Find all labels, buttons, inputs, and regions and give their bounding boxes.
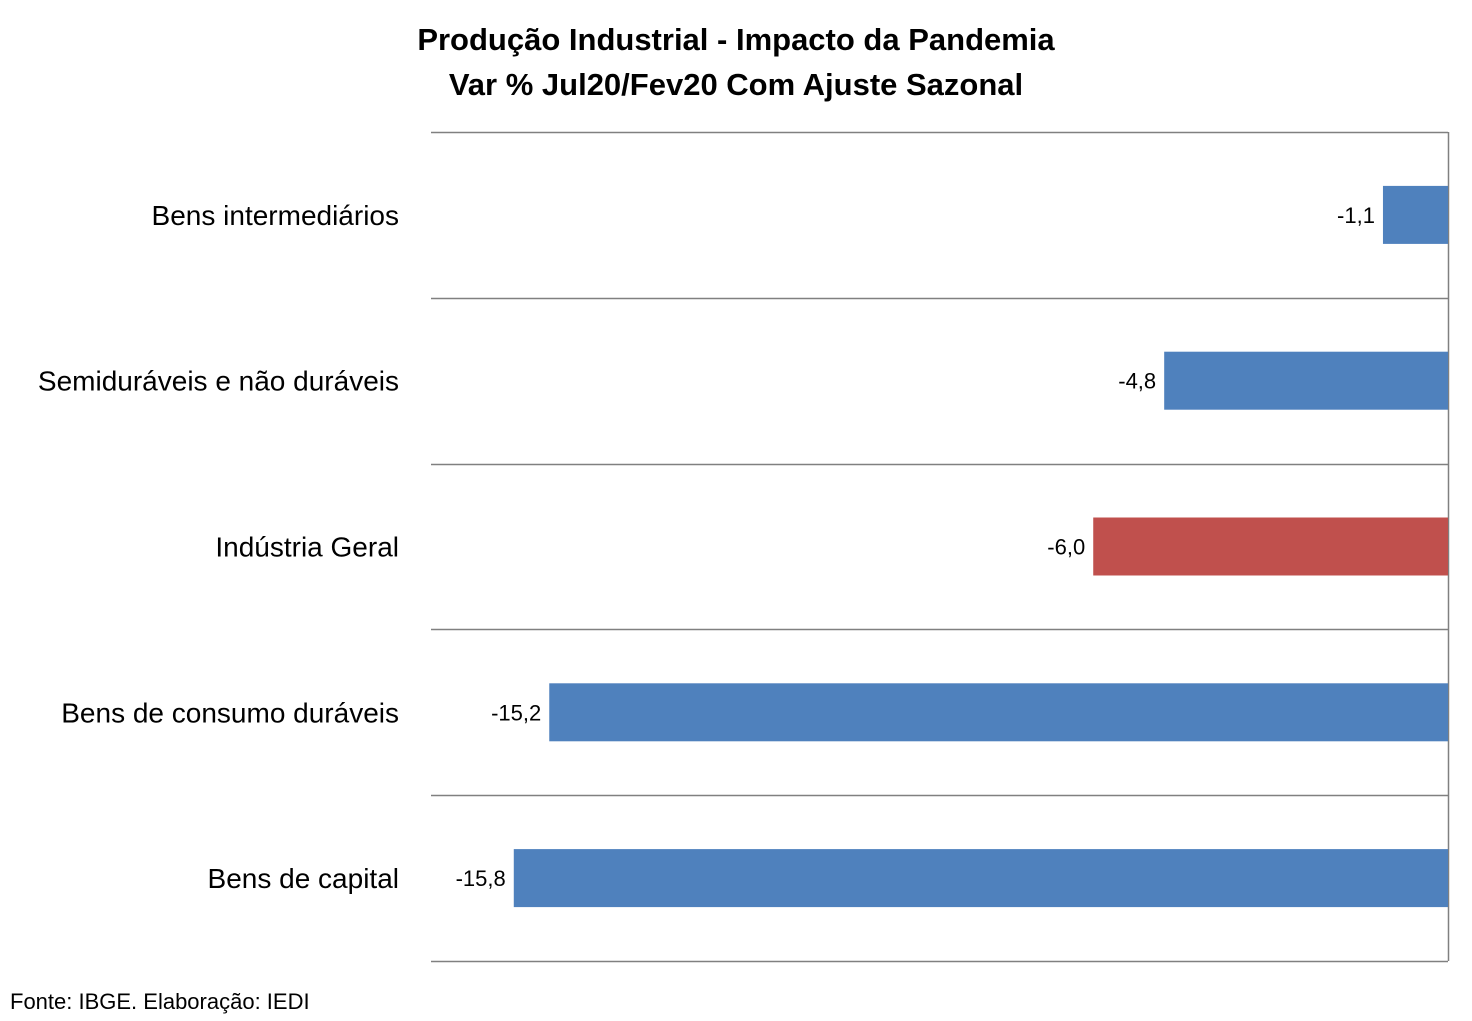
category-label: Bens de consumo duráveis (61, 697, 399, 728)
data-label: -15,8 (456, 866, 506, 891)
category-label: Indústria Geral (215, 532, 399, 563)
data-label: -4,8 (1118, 369, 1156, 394)
bar (549, 683, 1448, 742)
bar (1164, 351, 1448, 410)
chart-title: Produção Industrial - Impacto da Pandemi… (417, 22, 1055, 57)
data-label: -15,2 (491, 700, 541, 725)
data-label: -1,1 (1337, 203, 1375, 228)
bar (513, 849, 1448, 908)
category-label: Semiduráveis e não duráveis (38, 366, 399, 397)
chart-subtitle: Var % Jul20/Fev20 Com Ajuste Sazonal (448, 67, 1024, 102)
data-label: -6,0 (1047, 535, 1085, 560)
source-note: Fonte: IBGE. Elaboração: IEDI (10, 989, 310, 1014)
bar (1382, 185, 1448, 244)
category-label: Bens de capital (208, 863, 399, 894)
category-label: Bens intermediários (152, 200, 399, 231)
bar (1093, 517, 1448, 576)
